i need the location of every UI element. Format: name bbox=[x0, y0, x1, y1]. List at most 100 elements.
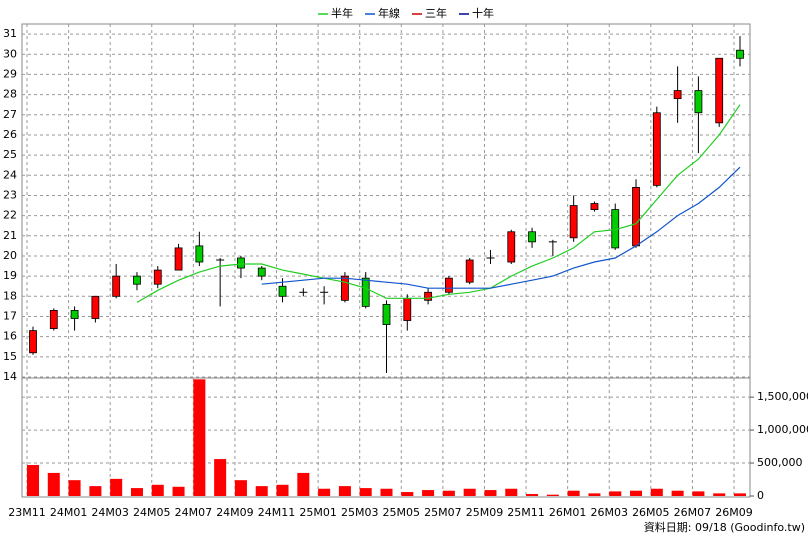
candle-body bbox=[361, 277, 370, 307]
candle-body bbox=[632, 186, 640, 247]
x-tick-label: 24M03 bbox=[91, 506, 129, 519]
x-tick-label: 24M09 bbox=[216, 506, 254, 519]
y-tick-label: 22 bbox=[3, 209, 17, 222]
volume-bar bbox=[567, 490, 580, 496]
x-tick-label: 24M11 bbox=[258, 506, 296, 519]
volume-bar bbox=[380, 488, 393, 496]
volume-bar bbox=[630, 490, 643, 496]
y-tick-label: 31 bbox=[3, 27, 17, 40]
volume-bar bbox=[422, 490, 435, 496]
candle-body bbox=[382, 303, 391, 325]
candle-body bbox=[195, 245, 204, 263]
volume-bar bbox=[234, 480, 247, 496]
candle-body bbox=[29, 330, 37, 354]
volume-bar bbox=[484, 490, 497, 496]
x-tick-label: 26M03 bbox=[590, 506, 628, 519]
y-tick-label: 16 bbox=[3, 330, 17, 343]
candle-body bbox=[736, 49, 744, 59]
candle-body bbox=[70, 310, 79, 319]
volume-bar bbox=[47, 472, 60, 496]
candle-body bbox=[341, 275, 349, 301]
candle-body bbox=[112, 275, 121, 297]
y-tick-label: 14 bbox=[3, 370, 17, 383]
candle-body bbox=[257, 267, 266, 277]
y-tick-label: 19 bbox=[3, 269, 17, 282]
candle-body bbox=[237, 257, 245, 269]
y-tick-label: 26 bbox=[3, 128, 17, 141]
volume-bar bbox=[318, 488, 331, 496]
legend-label: 三年 bbox=[425, 6, 447, 20]
volume-bar bbox=[442, 490, 455, 496]
y2-tick-label: 500,000 bbox=[757, 456, 803, 469]
volume-bar bbox=[671, 490, 684, 496]
volume-bar bbox=[526, 494, 539, 496]
y-tick-label: 29 bbox=[3, 67, 17, 80]
volume-bar bbox=[89, 486, 102, 496]
ma-line bbox=[261, 166, 741, 289]
x-tick-label: 24M05 bbox=[133, 506, 171, 519]
candle-body bbox=[278, 285, 287, 297]
footer: 資料日期: 09/18 (Goodinfo.tw) bbox=[644, 520, 805, 534]
candle-body bbox=[715, 57, 724, 124]
volume-bar bbox=[338, 486, 351, 496]
y-tick-label: 20 bbox=[3, 249, 17, 262]
ma-line bbox=[136, 104, 741, 303]
candle-body bbox=[590, 203, 599, 210]
y-tick-label: 18 bbox=[3, 289, 17, 302]
volume-bar bbox=[546, 494, 559, 496]
volume-bar bbox=[110, 478, 123, 496]
candle-body bbox=[91, 295, 100, 319]
x-tick-label: 26M01 bbox=[549, 506, 587, 519]
candle-body bbox=[569, 205, 578, 239]
x-tick-label: 24M07 bbox=[175, 506, 213, 519]
legend-label: 半年 bbox=[331, 6, 353, 20]
y-tick-label: 27 bbox=[3, 108, 17, 121]
candle-body bbox=[444, 277, 453, 293]
y-tick-label: 23 bbox=[3, 188, 17, 201]
y2-tick-label: 0 bbox=[757, 489, 764, 502]
volume-bar bbox=[609, 491, 622, 496]
candle-body bbox=[694, 90, 703, 114]
volume-bar bbox=[68, 480, 81, 496]
volume-bar bbox=[297, 472, 310, 496]
volume-bar bbox=[255, 486, 268, 496]
legend-label: 十年 bbox=[472, 6, 494, 20]
x-tick-label: 26M07 bbox=[674, 506, 712, 519]
x-tick-label: 26M09 bbox=[715, 506, 753, 519]
volume-bar bbox=[401, 492, 414, 496]
volume-bar bbox=[27, 465, 39, 496]
x-tick-label: 24M01 bbox=[50, 506, 88, 519]
candle-body bbox=[153, 269, 162, 285]
y-tick-label: 21 bbox=[3, 229, 17, 242]
x-tick-label: 25M01 bbox=[299, 506, 337, 519]
volume-bar bbox=[172, 486, 185, 496]
volume-bar bbox=[692, 491, 705, 496]
x-tick-label: 26M05 bbox=[632, 506, 670, 519]
volume-bar bbox=[193, 379, 206, 496]
x-tick-label: 25M07 bbox=[424, 506, 462, 519]
candle-body bbox=[49, 310, 58, 329]
y-tick-label: 17 bbox=[3, 309, 17, 322]
x-tick-label: 25M09 bbox=[466, 506, 504, 519]
y-tick-label: 30 bbox=[3, 47, 17, 60]
x-tick-label: 25M11 bbox=[507, 506, 545, 519]
candle-body bbox=[507, 231, 516, 263]
legend-label: 年線 bbox=[378, 6, 400, 20]
candle-body bbox=[465, 259, 474, 283]
candle-body bbox=[133, 275, 141, 285]
y2-tick-label: 1,500,000 bbox=[757, 390, 808, 403]
y2-tick-label: 1,000,000 bbox=[757, 423, 808, 436]
volume-bar bbox=[151, 484, 164, 496]
volume-bar bbox=[359, 488, 372, 496]
candle-body bbox=[403, 297, 412, 321]
candle-body bbox=[673, 90, 682, 100]
volume-bar bbox=[130, 488, 143, 496]
volume-bar bbox=[734, 493, 746, 496]
volume-bar bbox=[276, 484, 289, 496]
volume-bar bbox=[650, 488, 663, 496]
candle-body bbox=[424, 291, 432, 301]
plot-frame bbox=[21, 23, 751, 498]
candle-body bbox=[528, 231, 536, 243]
